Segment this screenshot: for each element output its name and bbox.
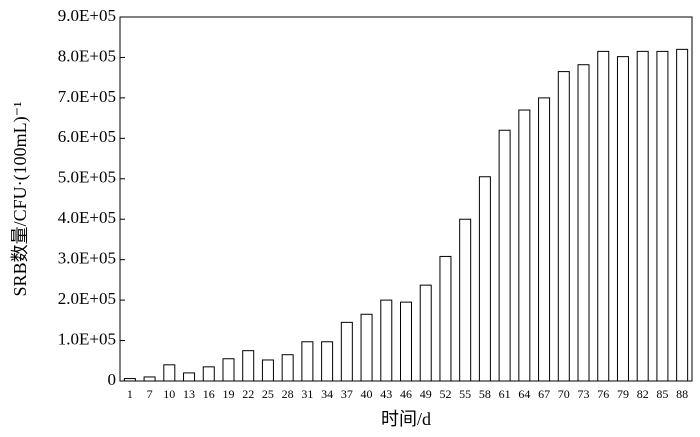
y-tick-label: 2.0E+05	[58, 289, 116, 308]
x-tick-label: 31	[301, 387, 313, 401]
bar	[419, 284, 432, 382]
bar	[340, 321, 353, 382]
x-tick-label: 85	[656, 387, 668, 401]
bar	[242, 350, 255, 382]
bar	[400, 301, 412, 382]
bar	[380, 299, 393, 382]
bar	[143, 376, 156, 382]
x-tick-label: 64	[518, 387, 530, 401]
bar	[222, 358, 235, 382]
x-tick-label: 43	[380, 387, 392, 401]
x-tick-label: 46	[400, 387, 412, 401]
bar	[321, 341, 334, 382]
y-tick-label: 3.0E+05	[58, 249, 116, 268]
bar	[616, 56, 629, 382]
bar	[183, 372, 196, 382]
y-tick-label: 5.0E+05	[58, 168, 116, 187]
x-tick-label: 52	[439, 387, 451, 401]
y-tick-label: 7.0E+05	[58, 87, 116, 106]
x-tick-label: 58	[479, 387, 491, 401]
bar	[301, 341, 314, 382]
bar	[518, 109, 531, 382]
y-tick-label: 0	[108, 370, 117, 389]
x-tick-label: 34	[321, 387, 333, 401]
x-axis-label: 时间/d	[381, 409, 431, 429]
bar	[577, 64, 590, 382]
x-tick-label: 70	[558, 387, 570, 401]
bar	[676, 48, 689, 382]
y-tick-label: 1.0E+05	[58, 329, 116, 348]
x-tick-label: 67	[538, 387, 550, 401]
bar	[360, 313, 373, 382]
x-tick-label: 16	[203, 387, 215, 401]
x-tick-label: 1	[127, 387, 133, 401]
bar	[459, 218, 472, 382]
bar	[597, 50, 610, 382]
x-tick-label: 61	[499, 387, 511, 401]
y-tick-label: 8.0E+05	[58, 46, 116, 65]
bar	[636, 50, 649, 382]
y-tick-label: 4.0E+05	[58, 208, 116, 227]
bar	[439, 255, 452, 382]
bar	[163, 364, 176, 382]
y-tick-label: 6.0E+05	[58, 127, 116, 146]
x-tick-label: 76	[597, 387, 609, 401]
bar	[498, 129, 511, 382]
y-axis-label: SRB数量/CFU·(100mL)⁻¹	[10, 102, 31, 297]
y-tick-label: 9.0E+05	[58, 6, 116, 25]
x-tick-label: 79	[617, 387, 629, 401]
x-tick-label: 49	[420, 387, 432, 401]
x-tick-label: 25	[262, 387, 274, 401]
bar	[656, 50, 669, 382]
x-tick-label: 55	[459, 387, 471, 401]
bar	[557, 71, 570, 382]
x-tick-label: 37	[341, 387, 353, 401]
x-tick-label: 7	[147, 387, 153, 401]
x-tick-label: 22	[242, 387, 254, 401]
x-tick-label: 10	[163, 387, 175, 401]
bar	[123, 378, 136, 382]
bar	[478, 176, 491, 382]
x-tick-label: 82	[637, 387, 649, 401]
bar	[202, 366, 215, 382]
bar	[281, 354, 294, 382]
x-tick-label: 28	[282, 387, 294, 401]
x-tick-label: 13	[183, 387, 195, 401]
bar	[261, 359, 274, 382]
bar	[538, 97, 551, 382]
x-tick-label: 73	[578, 387, 590, 401]
x-tick-label: 19	[222, 387, 234, 401]
x-tick-label: 88	[676, 387, 688, 401]
x-tick-label: 40	[361, 387, 373, 401]
